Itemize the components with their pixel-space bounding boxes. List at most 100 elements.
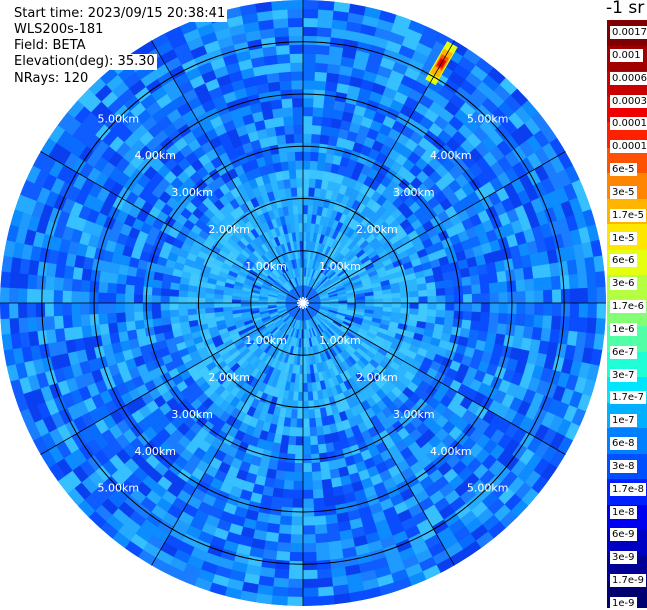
range-gate-cell — [169, 295, 179, 304]
range-gate-cell — [178, 302, 188, 310]
range-gate-cell — [577, 272, 589, 289]
range-gate-cell — [292, 97, 304, 108]
range-gate-cell — [133, 293, 144, 304]
range-gate-cell — [435, 287, 446, 297]
range-gate-cell — [284, 124, 295, 135]
colorbar-tick-label: 0.0003 — [610, 94, 647, 108]
range-gate-cell — [313, 408, 322, 419]
range-gate-cell — [311, 133, 321, 144]
range-gate-cell — [489, 302, 500, 314]
range-gate-cell — [116, 321, 128, 333]
colorbar-tick-label: 6e-5 — [610, 163, 637, 177]
range-gate-cell — [426, 288, 437, 297]
range-gate-cell — [302, 356, 307, 366]
range-gate-cell — [293, 213, 300, 224]
range-gate-cell — [281, 98, 293, 109]
range-gate-cell — [255, 1, 273, 13]
range-gate-cell — [373, 302, 384, 308]
range-gate-cell — [568, 273, 580, 290]
range-gate-cell — [551, 302, 562, 317]
range-gate-cell — [195, 302, 206, 309]
range-gate-cell — [272, 577, 289, 589]
range-gate-cell — [291, 80, 304, 90]
range-gate-cell — [283, 178, 292, 189]
range-gate-cell — [293, 462, 304, 473]
range-gate-cell — [462, 302, 473, 313]
range-gate-cell — [0, 302, 10, 320]
range-gate-cell — [97, 302, 108, 314]
range-gate-cell — [302, 471, 313, 482]
range-gate-cell — [279, 80, 293, 91]
range-gate-cell — [302, 427, 311, 437]
range-gate-cell — [418, 289, 428, 298]
range-gate-cell — [436, 295, 446, 304]
range-gate-cell — [204, 302, 215, 309]
range-gate-cell — [365, 299, 375, 304]
range-gate-cell — [280, 160, 290, 172]
range-gate-cell — [213, 298, 224, 304]
range-gate-cell — [296, 418, 304, 428]
range-gate-cell — [312, 106, 324, 118]
range-gate-cell — [213, 302, 224, 308]
range-gate-cell — [288, 35, 304, 46]
range-gate-cell — [312, 115, 323, 126]
range-gate-cell — [444, 286, 455, 296]
range-gate-cell — [276, 461, 287, 472]
range-gate-cell — [1, 255, 13, 273]
range-gate-cell — [115, 292, 126, 304]
range-gate-cell — [295, 427, 304, 437]
range-gate-cell — [291, 516, 304, 526]
range-gate-cell — [26, 273, 38, 290]
range-gate-cell — [62, 277, 73, 292]
range-gate-cell — [308, 178, 317, 188]
range-gate-cell — [559, 316, 571, 332]
range-gate-cell — [307, 400, 315, 411]
range-gate-cell — [293, 471, 304, 482]
range-gate-cell — [290, 71, 304, 81]
colorbar-tick-label: 3e-5 — [610, 185, 637, 199]
range-gate-cell — [72, 326, 84, 340]
range-gate-cell — [533, 314, 544, 329]
instrument-name-text: WLS200s-181 — [12, 22, 106, 38]
range-gate-cell — [178, 296, 188, 304]
range-gate-cell — [142, 310, 153, 320]
range-gate-cell — [319, 134, 330, 145]
range-gate-cell — [302, 382, 308, 393]
range-gate-cell — [391, 292, 402, 299]
colorbar-tick-label: 1.7e-9 — [610, 574, 647, 588]
range-gate-cell — [487, 272, 499, 284]
range-gate-cell — [444, 310, 455, 320]
range-gate-cell — [9, 317, 20, 334]
range-gate-cell — [281, 169, 291, 180]
range-gate-cell — [586, 272, 597, 289]
range-gate-cell — [302, 213, 308, 224]
range-gate-cell — [289, 53, 304, 63]
range-gate-cell — [290, 525, 304, 535]
range-gate-cell — [279, 152, 289, 163]
range-gate-cell — [302, 480, 314, 491]
range-gate-cell — [312, 488, 324, 500]
range-gate-cell — [287, 587, 304, 598]
range-gate-cell — [284, 187, 293, 198]
range-gate-cell — [125, 320, 136, 332]
range-ring-label: 4.00km — [134, 445, 176, 458]
range-gate-cell — [151, 294, 161, 304]
range-gate-cell — [297, 195, 304, 206]
range-gate-cell — [307, 391, 314, 402]
range-gate-cell — [302, 489, 314, 500]
range-gate-cell — [514, 325, 525, 339]
range-gate-cell — [124, 302, 135, 313]
range-gate-cell — [314, 417, 323, 428]
range-gate-cell — [578, 302, 589, 319]
range-gate-cell — [534, 290, 544, 304]
range-gate-cell — [471, 311, 482, 322]
range-gate-cell — [81, 267, 92, 281]
range-gate-cell — [400, 302, 411, 309]
range-gate-cell — [267, 514, 281, 525]
range-gate-cell — [35, 288, 46, 304]
colorbar-tick-label: 1.7e-5 — [610, 208, 647, 222]
range-gate-cell — [222, 298, 233, 304]
range-gate-cell — [426, 309, 437, 318]
range-gate-cell — [35, 316, 47, 332]
